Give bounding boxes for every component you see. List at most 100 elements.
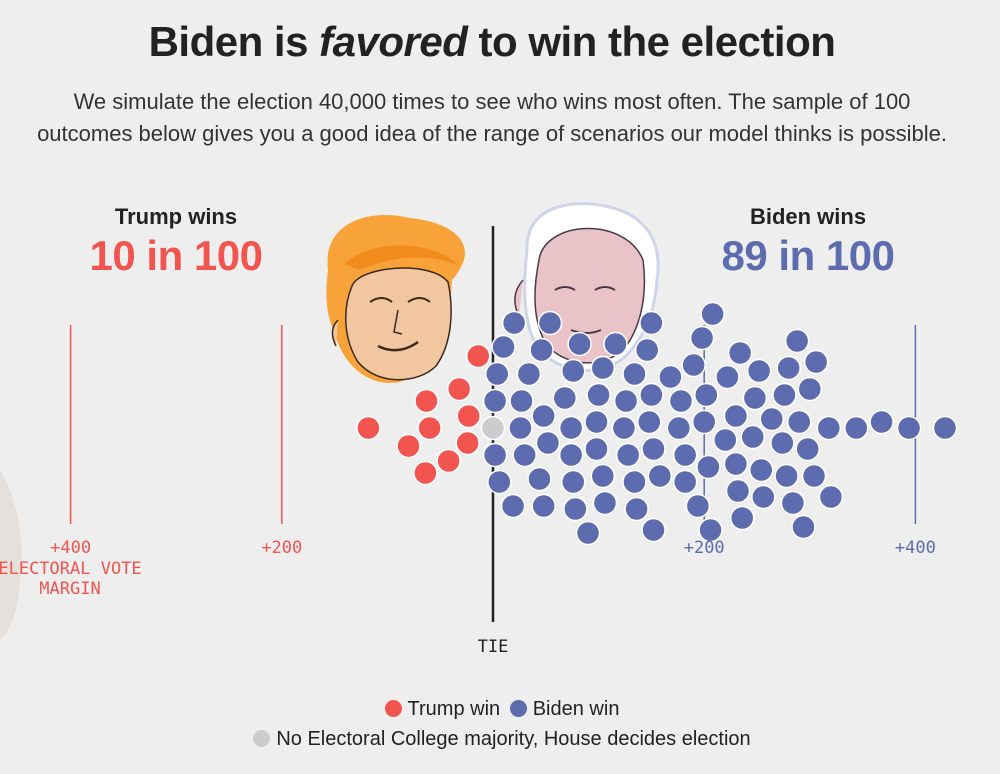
trump-outcome-dot (465, 343, 491, 369)
biden-outcome-dot (816, 415, 842, 441)
biden-outcome-dot (603, 331, 628, 357)
biden-outcome-dot (751, 484, 776, 510)
biden-outcome-dot (624, 496, 649, 522)
page-title: Biden is favored to win the election (0, 18, 984, 66)
biden-outcome-dot (780, 490, 806, 516)
biden-outcome-dot (537, 310, 563, 336)
trump-outcome-dot (446, 376, 472, 402)
legend-row-1: Trump win Biden win (0, 698, 1000, 721)
tick-labels: +400 +200 +200 +400 (50, 538, 936, 558)
trump-outcome-dot (436, 448, 461, 474)
biden-wins-label: Biden wins (749, 204, 867, 229)
trump-outcome-dot (413, 460, 438, 486)
trump-outcome-dot (417, 415, 442, 441)
biden-outcome-dot (647, 463, 673, 489)
biden-outcome-dot (508, 415, 533, 441)
biden-outcome-dot (748, 457, 774, 483)
house-legend-swatch (253, 730, 271, 747)
biden-outcome-dot (584, 409, 609, 435)
biden-outcome-dot (561, 358, 586, 384)
biden-outcome-dot (567, 331, 592, 357)
biden-outcome-dot (715, 364, 740, 390)
biden-outcome-dot (535, 430, 561, 456)
biden-outcome-dot (696, 454, 721, 480)
tick-label: +200 (261, 538, 302, 558)
biden-outcome-dot (637, 409, 662, 435)
biden-outcome-dot (723, 403, 749, 429)
biden-outcome-dot (531, 493, 556, 519)
biden-outcome-dot (501, 310, 527, 336)
decorative-shape (0, 470, 22, 640)
tick-label: +200 (684, 538, 725, 558)
trump-wins-label: Trump wins (114, 204, 238, 229)
biden-outcome-dot (527, 466, 552, 492)
biden-outcome-dot (482, 442, 508, 468)
biden-outcome-dot (531, 403, 556, 429)
trump-outcome-dot (456, 403, 481, 429)
trump-outcome-dot (396, 433, 421, 459)
biden-outcome-dot (512, 442, 537, 468)
trump-wins-count: 10 in 100 (89, 232, 263, 279)
trump-illustration (326, 214, 465, 383)
biden-outcome-dot (561, 469, 586, 495)
biden-outcome-dot (639, 382, 664, 408)
biden-outcome-dot (742, 385, 768, 411)
biden-outcome-dot (613, 388, 639, 414)
biden-outcome-dot (729, 505, 755, 531)
title-prefix: Biden is (148, 18, 320, 65)
trump-legend-swatch (384, 700, 402, 717)
tie-label: TIE (478, 637, 509, 657)
biden-outcome-dot (740, 424, 766, 450)
biden-outcome-dot (516, 361, 542, 387)
biden-outcome-dot (639, 310, 664, 336)
biden-outcome-dot (786, 409, 812, 435)
biden-outcome-dot (685, 493, 711, 519)
biden-outcome-dot (725, 478, 751, 504)
biden-outcome-dot (772, 382, 797, 408)
biden-outcome-dot (770, 430, 795, 456)
tick-label: +400 (895, 538, 936, 558)
biden-outcome-dot (563, 496, 588, 522)
biden-outcome-dot (818, 484, 844, 510)
biden-outcome-dot (801, 463, 827, 489)
biden-outcome-dot (500, 493, 526, 519)
biden-outcome-dot (509, 388, 534, 414)
biden-outcome-dot (558, 415, 584, 441)
biden-outcome-dot (611, 415, 637, 441)
biden-outcome-dot (672, 469, 698, 495)
biden-outcome-dot (558, 442, 584, 468)
biden-outcome-dot (694, 382, 719, 408)
trump-legend-label: Trump win (407, 698, 501, 720)
house-legend-label: No Electoral College majority, House dec… (276, 728, 751, 750)
biden-outcome-dot (529, 337, 554, 363)
biden-outcome-dot (774, 463, 799, 489)
biden-outcome-dot (590, 463, 616, 489)
biden-outcome-dot (672, 442, 698, 468)
title-suffix: to win the election (467, 18, 836, 65)
legend-row-2: No Electoral College majority, House dec… (0, 728, 1000, 751)
axis-label-line-1: ELECTORAL VOTE (0, 559, 142, 579)
biden-outcome-dot (681, 352, 706, 378)
biden-outcome-dot (592, 490, 618, 516)
biden-outcome-dot (746, 358, 772, 384)
title-emphasis: favored (319, 18, 468, 65)
biden-outcome-dot (575, 520, 601, 546)
trump-outcome-dot (455, 430, 480, 456)
biden-outcome-dot (869, 409, 894, 435)
biden-outcome-dot (932, 415, 958, 441)
biden-outcome-dot (776, 355, 801, 381)
biden-wins-count: 89 in 100 (721, 232, 895, 279)
biden-legend-label: Biden win (532, 698, 620, 720)
biden-outcome-dot (795, 436, 820, 462)
biden-legend-swatch (509, 700, 527, 717)
biden-outcome-dot (658, 364, 683, 390)
biden-outcome-dot (482, 388, 508, 414)
biden-outcome-dot (691, 409, 717, 435)
axis-label-line-2: MARGIN (39, 579, 100, 599)
biden-outcome-dot (590, 355, 616, 381)
biden-outcome-dot (797, 376, 823, 402)
biden-outcome-dot (700, 301, 725, 327)
biden-outcome-dot (713, 427, 738, 453)
biden-outcome-dot (896, 415, 922, 441)
